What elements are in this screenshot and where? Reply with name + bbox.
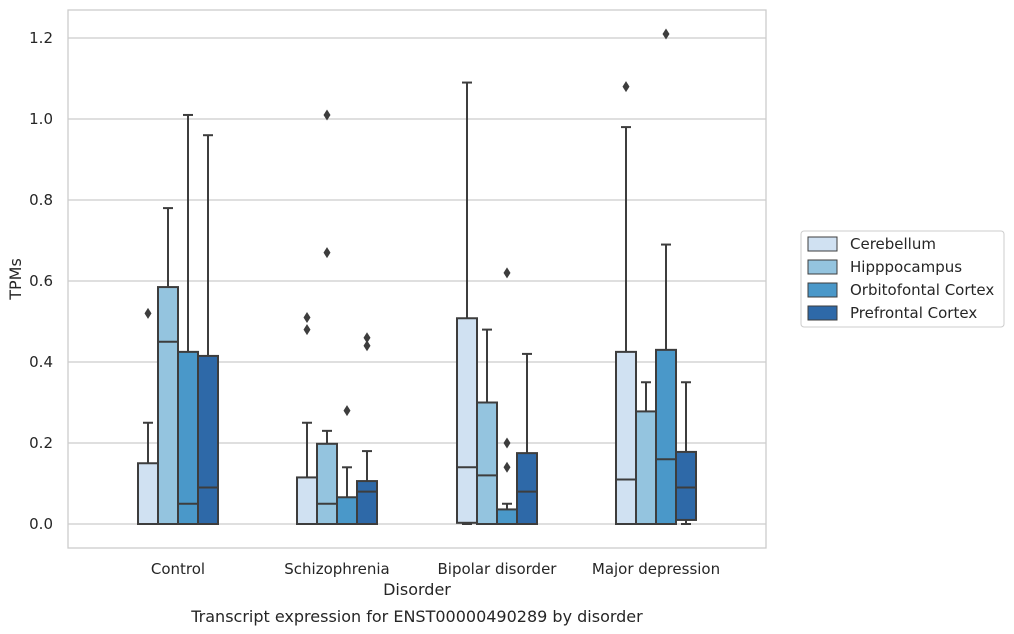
- box-iqr: [336, 496, 358, 525]
- legend-entry: Orbitofontal Cortex: [807, 281, 994, 299]
- box-iqr: [296, 476, 318, 525]
- box-iqr: [476, 401, 498, 525]
- legend-label: Orbitofontal Cortex: [850, 281, 994, 299]
- outlier-point: [622, 81, 630, 93]
- x-tick-label: Major depression: [592, 560, 720, 578]
- x-tick-labels: Control Schizophrenia Bipolar disorder Majo…: [151, 560, 720, 578]
- legend-entry: Hipppocampus: [807, 258, 962, 276]
- legend-swatch: [807, 282, 838, 298]
- y-tick-label: 0.6: [29, 272, 53, 290]
- box-cerebellum-bipolar-disorder: [456, 81, 478, 525]
- box-hipppocampus-bipolar-disorder: [476, 328, 498, 525]
- box-iqr: [675, 450, 697, 521]
- box-hipppocampus-schizophrenia: [316, 109, 338, 525]
- box-cerebellum-control: [137, 307, 159, 525]
- box-iqr: [635, 410, 657, 525]
- legend-swatch: [807, 259, 838, 275]
- outlier-point: [323, 109, 331, 121]
- y-tick-label: 0.2: [29, 434, 53, 452]
- outlier-point: [503, 437, 511, 449]
- box-prefrontal-cortex-major-depression: [675, 381, 697, 525]
- legend-swatch: [807, 236, 838, 252]
- box-cerebellum-major-depression: [615, 81, 637, 525]
- box-prefrontal-cortex-schizophrenia: [356, 332, 378, 526]
- legend: Cerebellum Hipppocampus Orbitofontal Corte…: [800, 230, 1005, 328]
- box-orbitofontal-cortex-schizophrenia: [336, 405, 358, 525]
- outlier-point: [503, 267, 511, 279]
- outlier-point: [303, 324, 311, 336]
- legend-frame: [800, 230, 1005, 328]
- outlier-point: [503, 461, 511, 473]
- box-iqr: [356, 480, 378, 526]
- y-tick-label: 0.0: [29, 515, 53, 533]
- box-iqr: [157, 286, 179, 526]
- x-tick-label: Bipolar disorder: [438, 560, 558, 578]
- box-iqr: [615, 350, 637, 525]
- outlier-point: [144, 307, 152, 319]
- chart-caption: Transcript expression for ENST0000049028…: [190, 607, 643, 626]
- outlier-point: [303, 311, 311, 323]
- y-axis-label: TPMs: [6, 258, 25, 301]
- legend-swatch: [807, 305, 838, 321]
- box-orbitofontal-cortex-major-depression: [655, 28, 677, 525]
- boxes: [137, 28, 697, 526]
- outlier-point: [323, 247, 331, 259]
- legend-entry: Prefrontal Cortex: [807, 304, 977, 322]
- box-iqr: [177, 350, 199, 525]
- outlier-point: [363, 340, 371, 352]
- box-hipppocampus-control: [157, 207, 179, 526]
- box-orbitofontal-cortex-control: [177, 113, 199, 525]
- legend-entry: Cerebellum: [807, 235, 936, 253]
- box-prefrontal-cortex-control: [197, 134, 219, 525]
- x-tick-label: Control: [151, 560, 205, 578]
- box-iqr: [456, 317, 478, 524]
- plot-frame: [67, 9, 767, 549]
- box-iqr: [516, 452, 538, 525]
- legend-label: Prefrontal Cortex: [850, 304, 977, 322]
- legend-label: Cerebellum: [850, 235, 936, 253]
- box-iqr: [316, 442, 338, 525]
- y-tick-label: 0.8: [29, 191, 53, 209]
- box-prefrontal-cortex-bipolar-disorder: [516, 352, 538, 525]
- outlier-point: [363, 332, 371, 344]
- box-hipppocampus-major-depression: [635, 381, 657, 525]
- x-axis-label: Disorder: [383, 580, 451, 599]
- box-iqr: [137, 462, 159, 525]
- y-tick-label: 1.2: [29, 29, 53, 47]
- x-tick-label: Schizophrenia: [284, 560, 389, 578]
- y-tick-label: 1.0: [29, 110, 53, 128]
- box-cerebellum-schizophrenia: [296, 311, 318, 525]
- y-tick-labels: 0.0 0.2 0.4 0.6 0.8 1.0 1.2: [29, 29, 53, 533]
- y-tick-label: 0.4: [29, 353, 53, 371]
- box-iqr: [496, 508, 518, 526]
- box-iqr: [197, 354, 219, 525]
- box-iqr: [655, 348, 677, 525]
- outlier-point: [343, 405, 351, 417]
- box-orbitofontal-cortex-bipolar-disorder: [496, 267, 518, 526]
- outlier-point: [662, 28, 670, 40]
- legend-label: Hipppocampus: [850, 258, 962, 276]
